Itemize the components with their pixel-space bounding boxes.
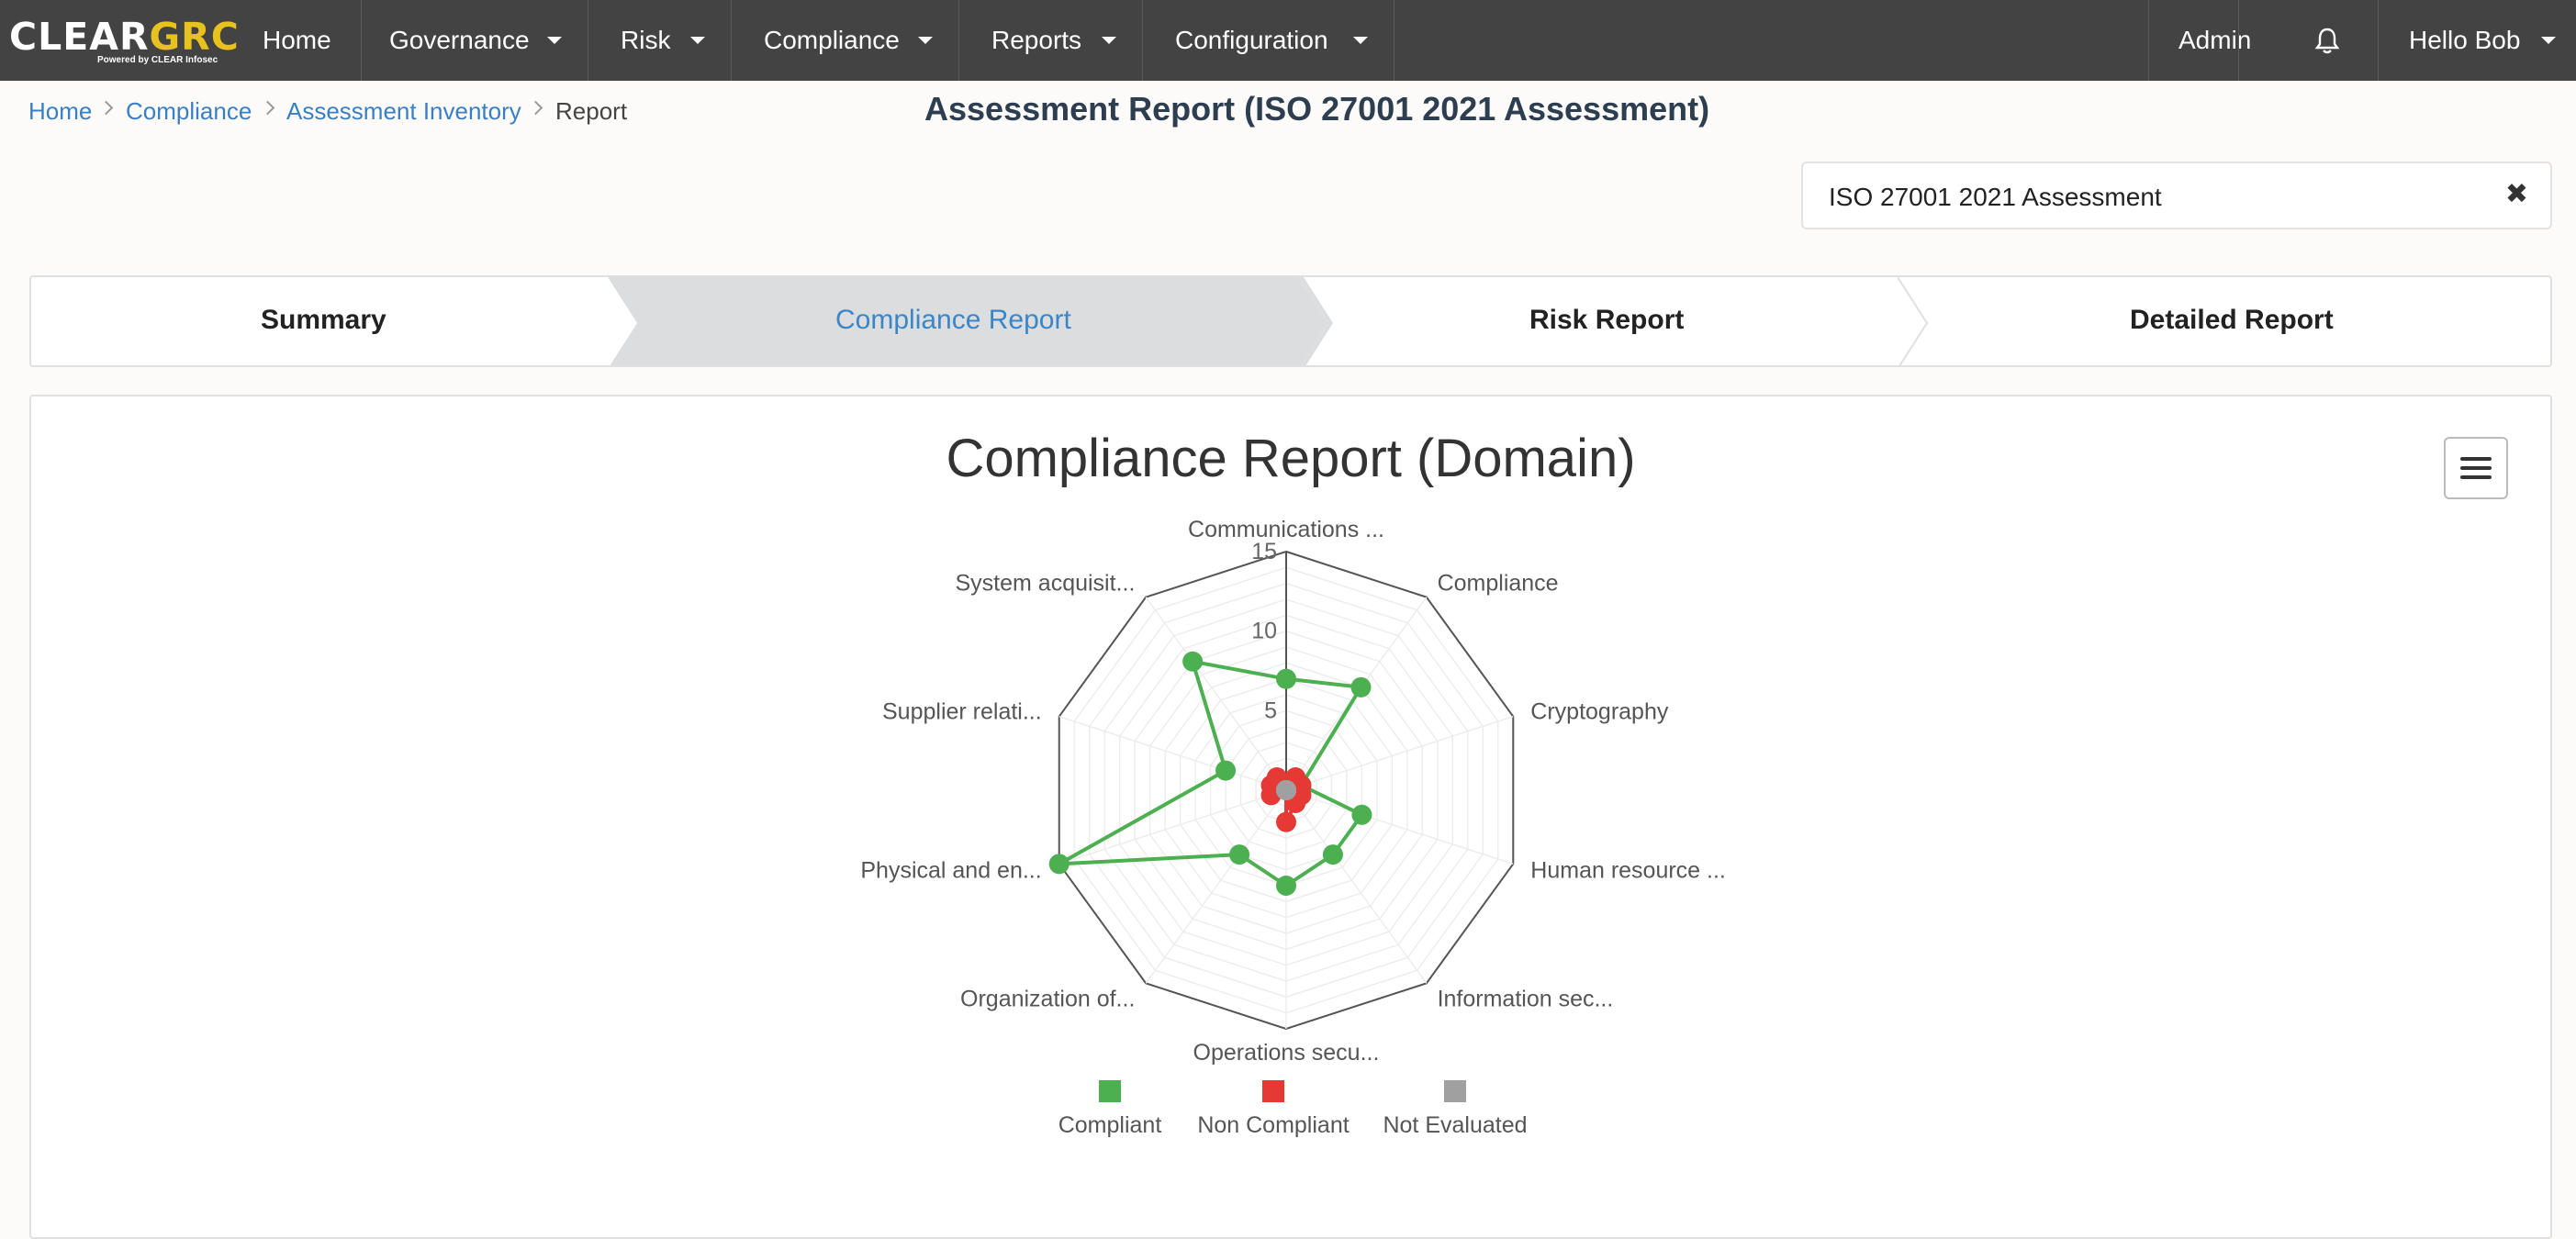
category-label: Communications ... xyxy=(1188,517,1384,542)
radial-tick-label: 15 xyxy=(1251,539,1277,564)
nav-divider xyxy=(2238,0,2239,81)
data-point xyxy=(1351,804,1372,825)
breadcrumb-compliance[interactable]: Compliance xyxy=(126,97,252,125)
page-title: Assessment Report (ISO 27001 2021 Assess… xyxy=(924,90,1710,128)
category-label: Cryptography xyxy=(1530,698,1669,724)
user-menu[interactable]: Hello Bob xyxy=(2409,26,2521,54)
hamburger-icon xyxy=(2460,466,2492,470)
radar-spoke xyxy=(1285,789,1428,984)
data-point xyxy=(1215,760,1237,781)
assessment-select[interactable]: ISO 27001 2021 Assessment ✖ xyxy=(1801,162,2552,229)
category-label: Organization of... xyxy=(960,987,1135,1012)
data-point xyxy=(1276,668,1296,689)
category-label: Human resource ... xyxy=(1530,858,1726,884)
breadcrumb-home[interactable]: Home xyxy=(28,97,93,125)
tab-risk-report[interactable]: Risk Report xyxy=(1529,305,1685,335)
nav-compliance[interactable]: Compliance xyxy=(764,26,900,54)
data-point xyxy=(1350,676,1372,698)
governance-caret-icon[interactable] xyxy=(547,37,562,44)
tab-separator-icon xyxy=(1898,277,1929,365)
chart-title: Compliance Report (Domain) xyxy=(946,429,1636,488)
tab-detailed-report[interactable]: Detailed Report xyxy=(2130,305,2334,335)
configuration-caret-icon[interactable] xyxy=(1353,37,1368,44)
category-label: Physical and en... xyxy=(860,858,1041,884)
clear-selection-icon[interactable]: ✖ xyxy=(2504,179,2528,209)
legend-swatch xyxy=(1262,1080,1284,1102)
logo-tagline: Powered by CLEAR Infosec xyxy=(97,55,218,65)
report-tabs: Summary Compliance Report Risk Report De… xyxy=(29,275,2552,367)
legend-swatch xyxy=(1444,1080,1466,1102)
nav-divider xyxy=(731,0,732,81)
tab-compliance-report[interactable]: Compliance Report xyxy=(835,305,1071,335)
radar-spoke xyxy=(1145,597,1287,791)
nav-divider xyxy=(361,0,362,81)
nav-home[interactable]: Home xyxy=(263,26,331,54)
legend-label: Not Evaluated xyxy=(1383,1112,1527,1138)
radar-spoke xyxy=(1285,715,1514,791)
assessment-select-value: ISO 27001 2021 Assessment xyxy=(1829,183,2162,211)
legend-label: Compliant xyxy=(1058,1112,1162,1138)
category-label: Compliance xyxy=(1438,570,1559,596)
nav-admin[interactable]: Admin xyxy=(2178,26,2252,54)
legend-label: Non Compliant xyxy=(1197,1112,1349,1138)
clear-grc-logo[interactable]: CLEARGRC Powered by CLEAR Infosec xyxy=(9,15,239,68)
logo-clear-text: CLEAR xyxy=(9,15,150,59)
data-point xyxy=(1276,780,1296,800)
radar-spoke xyxy=(1058,715,1287,791)
hamburger-icon xyxy=(2460,475,2492,479)
radar-spoke xyxy=(1145,789,1287,984)
active-tab-highlight xyxy=(608,277,1333,365)
chart-menu-button[interactable] xyxy=(2444,437,2508,499)
tab-summary[interactable]: Summary xyxy=(261,305,386,335)
nav-divider xyxy=(2148,0,2149,81)
top-navbar: CLEARGRC Powered by CLEAR Infosec Home G… xyxy=(0,0,2576,81)
logo-grc-text: GRC xyxy=(149,15,240,59)
breadcrumb-assessment-inventory[interactable]: Assessment Inventory xyxy=(286,97,521,125)
tab-separator-icon xyxy=(1299,277,1330,365)
user-caret-icon[interactable] xyxy=(2541,37,2556,44)
reports-caret-icon[interactable] xyxy=(1102,37,1116,44)
nav-reports[interactable]: Reports xyxy=(991,26,1082,54)
nav-divider xyxy=(958,0,959,81)
radar-spoke xyxy=(1285,789,1514,865)
nav-risk[interactable]: Risk xyxy=(621,26,671,54)
nav-divider xyxy=(1142,0,1143,81)
data-point xyxy=(1322,844,1343,865)
bell-icon[interactable] xyxy=(2313,26,2341,55)
data-point xyxy=(1229,844,1250,865)
data-point xyxy=(1182,651,1204,672)
category-label: Operations secu... xyxy=(1193,1040,1380,1066)
category-label: System acquisit... xyxy=(956,570,1136,596)
radial-tick-label: 10 xyxy=(1251,619,1277,644)
legend-swatch xyxy=(1099,1080,1121,1102)
nav-divider xyxy=(2378,0,2379,81)
radar-spoke xyxy=(1058,789,1287,865)
breadcrumb-report: Report xyxy=(555,97,628,125)
compliance-caret-icon[interactable] xyxy=(918,37,933,44)
category-label: Information sec... xyxy=(1438,987,1614,1012)
nav-configuration[interactable]: Configuration xyxy=(1175,26,1328,54)
data-point xyxy=(1048,854,1070,875)
radial-tick-label: 5 xyxy=(1264,698,1277,723)
risk-caret-icon[interactable] xyxy=(690,37,705,44)
data-point xyxy=(1276,811,1296,832)
data-point xyxy=(1276,876,1296,896)
hamburger-icon xyxy=(2460,457,2492,461)
category-label: Supplier relati... xyxy=(882,698,1042,724)
nav-governance[interactable]: Governance xyxy=(389,26,530,54)
